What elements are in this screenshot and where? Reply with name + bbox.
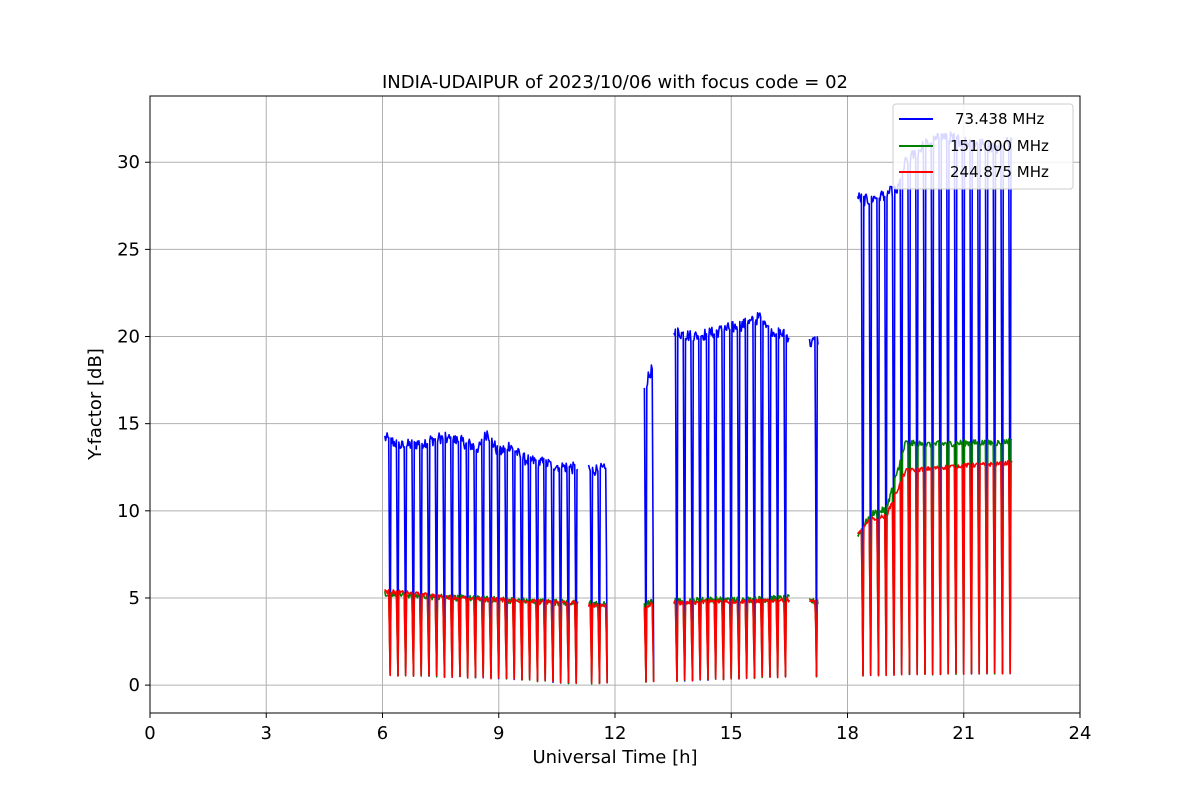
y-tick-label: 0 (129, 675, 140, 696)
x-tick-label: 0 (144, 723, 155, 744)
y-axis: 0 5 10 15 20 25 30 (117, 152, 150, 696)
legend-label-73-438: 73.438 MHz (955, 110, 1044, 128)
x-axis-label: Universal Time [h] (532, 747, 697, 768)
x-tick-label: 3 (261, 723, 272, 744)
chart-title: INDIA-UDAIPUR of 2023/10/06 with focus c… (382, 72, 848, 93)
y-tick-label: 25 (117, 239, 140, 260)
x-tick-label: 18 (836, 723, 859, 744)
x-tick-label: 9 (493, 723, 504, 744)
series-layer (384, 131, 1013, 685)
x-tick-label: 6 (377, 723, 388, 744)
y-tick-label: 15 (117, 414, 140, 435)
x-axis: 0 3 6 9 12 15 18 21 24 (144, 713, 1091, 744)
y-tick-label: 10 (117, 501, 140, 522)
y-tick-label: 30 (117, 152, 140, 173)
x-tick-label: 24 (1069, 723, 1092, 744)
y-tick-label: 20 (117, 327, 140, 348)
x-tick-label: 21 (952, 723, 975, 744)
x-tick-label: 12 (604, 723, 627, 744)
x-tick-label: 15 (720, 723, 743, 744)
legend: 73.438 MHz 151.000 MHz 244.875 MHz (892, 103, 1074, 190)
legend-box (892, 103, 1074, 190)
y-axis-label: Y-factor [dB] (85, 348, 106, 461)
series-line-244-875-MHz (384, 459, 1013, 685)
series-line-73-438-MHz (384, 131, 1013, 685)
y-tick-label: 5 (129, 588, 140, 609)
legend-label-151-000: 151.000 MHz (950, 137, 1049, 155)
legend-label-244-875: 244.875 MHz (950, 163, 1049, 181)
